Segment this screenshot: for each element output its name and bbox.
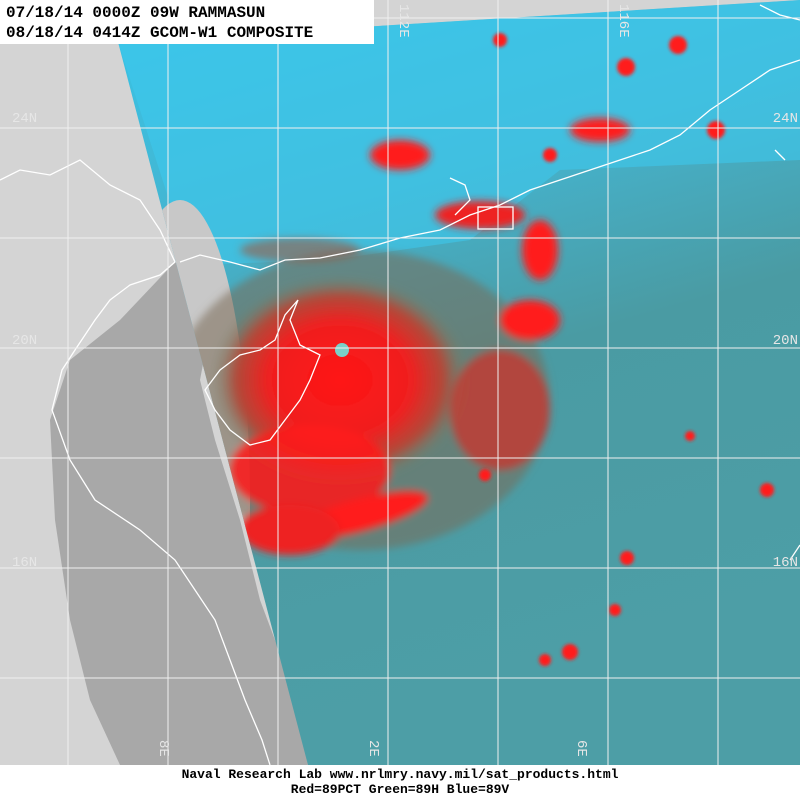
eye bbox=[335, 343, 349, 357]
coastline bbox=[0, 4, 800, 766]
graticule bbox=[0, 0, 800, 765]
header-line: 07/18/14 0000Z 09W RAMMASUN bbox=[6, 4, 265, 22]
lat-label: 20N bbox=[12, 333, 37, 349]
footer-line: Naval Research Lab www.nrlmry.navy.mil/s… bbox=[182, 767, 619, 782]
lat-label: 24N bbox=[12, 111, 37, 127]
lat-label: 24N bbox=[773, 111, 798, 127]
footer-line: Red=89PCT Green=89H Blue=89V bbox=[291, 782, 510, 797]
lat-label: 16N bbox=[773, 555, 798, 571]
header-box bbox=[0, 0, 374, 44]
lat-label: 16N bbox=[12, 555, 37, 571]
lon-label: 112E bbox=[395, 4, 411, 38]
footer-box bbox=[0, 765, 800, 800]
lon-label: 2E bbox=[365, 740, 381, 757]
lon-label: 116E bbox=[615, 4, 631, 38]
sea-outside bbox=[50, 262, 308, 765]
lon-label: 8E bbox=[155, 740, 171, 757]
lat-label: 20N bbox=[773, 333, 798, 349]
lon-label: 6E bbox=[573, 740, 589, 757]
header-line: 08/18/14 0414Z GCOM-W1 COMPOSITE bbox=[6, 24, 313, 42]
